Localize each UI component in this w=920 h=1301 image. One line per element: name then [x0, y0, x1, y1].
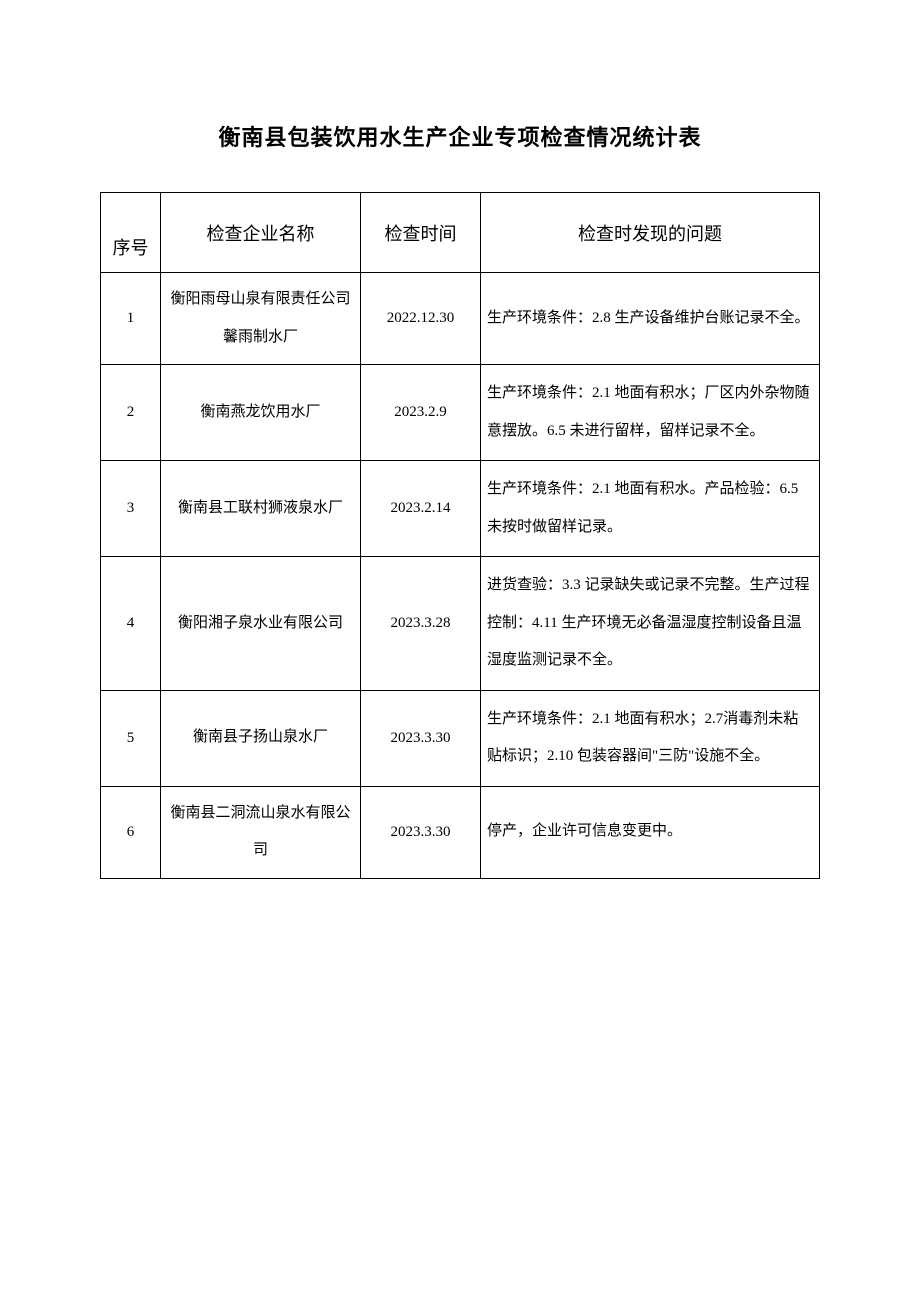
table-body: 1 衡阳雨母山泉有限责任公司馨雨制水厂 2022.12.30 生产环境条件：2.… — [101, 273, 820, 879]
cell-issue: 停产，企业许可信息变更中。 — [481, 786, 820, 878]
header-seq: 序号 — [101, 193, 161, 273]
cell-seq: 2 — [101, 365, 161, 461]
cell-date: 2023.3.30 — [361, 690, 481, 786]
inspection-table: 序号 检查企业名称 检查时间 检查时发现的问题 1 衡阳雨母山泉有限责任公司馨雨… — [100, 192, 820, 879]
cell-seq: 6 — [101, 786, 161, 878]
cell-name: 衡阳雨母山泉有限责任公司馨雨制水厂 — [161, 273, 361, 365]
cell-name: 衡南县二洞流山泉水有限公司 — [161, 786, 361, 878]
cell-issue: 生产环境条件：2.8 生产设备维护台账记录不全。 — [481, 273, 820, 365]
table-row: 3 衡南县工联村狮液泉水厂 2023.2.14 生产环境条件：2.1 地面有积水… — [101, 461, 820, 557]
cell-date: 2023.3.28 — [361, 557, 481, 691]
document-title: 衡南县包装饮用水生产企业专项检查情况统计表 — [100, 120, 820, 152]
cell-name: 衡阳湘子泉水业有限公司 — [161, 557, 361, 691]
cell-date: 2022.12.30 — [361, 273, 481, 365]
table-row: 6 衡南县二洞流山泉水有限公司 2023.3.30 停产，企业许可信息变更中。 — [101, 786, 820, 878]
table-row: 1 衡阳雨母山泉有限责任公司馨雨制水厂 2022.12.30 生产环境条件：2.… — [101, 273, 820, 365]
cell-name: 衡南燕龙饮用水厂 — [161, 365, 361, 461]
cell-date: 2023.2.9 — [361, 365, 481, 461]
table-row: 4 衡阳湘子泉水业有限公司 2023.3.28 进货查验：3.3 记录缺失或记录… — [101, 557, 820, 691]
cell-name: 衡南县子扬山泉水厂 — [161, 690, 361, 786]
table-row: 2 衡南燕龙饮用水厂 2023.2.9 生产环境条件：2.1 地面有积水；厂区内… — [101, 365, 820, 461]
cell-seq: 1 — [101, 273, 161, 365]
header-name: 检查企业名称 — [161, 193, 361, 273]
cell-date: 2023.2.14 — [361, 461, 481, 557]
cell-date: 2023.3.30 — [361, 786, 481, 878]
header-date: 检查时间 — [361, 193, 481, 273]
cell-issue: 进货查验：3.3 记录缺失或记录不完整。生产过程控制：4.11 生产环境无必备温… — [481, 557, 820, 691]
cell-seq: 4 — [101, 557, 161, 691]
header-issue: 检查时发现的问题 — [481, 193, 820, 273]
cell-issue: 生产环境条件：2.1 地面有积水。产品检验：6.5 未按时做留样记录。 — [481, 461, 820, 557]
cell-issue: 生产环境条件：2.1 地面有积水；厂区内外杂物随意摆放。6.5 未进行留样，留样… — [481, 365, 820, 461]
table-header-row: 序号 检查企业名称 检查时间 检查时发现的问题 — [101, 193, 820, 273]
cell-seq: 3 — [101, 461, 161, 557]
cell-issue: 生产环境条件：2.1 地面有积水；2.7消毒剂未粘贴标识；2.10 包装容器间"… — [481, 690, 820, 786]
cell-seq: 5 — [101, 690, 161, 786]
table-row: 5 衡南县子扬山泉水厂 2023.3.30 生产环境条件：2.1 地面有积水；2… — [101, 690, 820, 786]
cell-name: 衡南县工联村狮液泉水厂 — [161, 461, 361, 557]
